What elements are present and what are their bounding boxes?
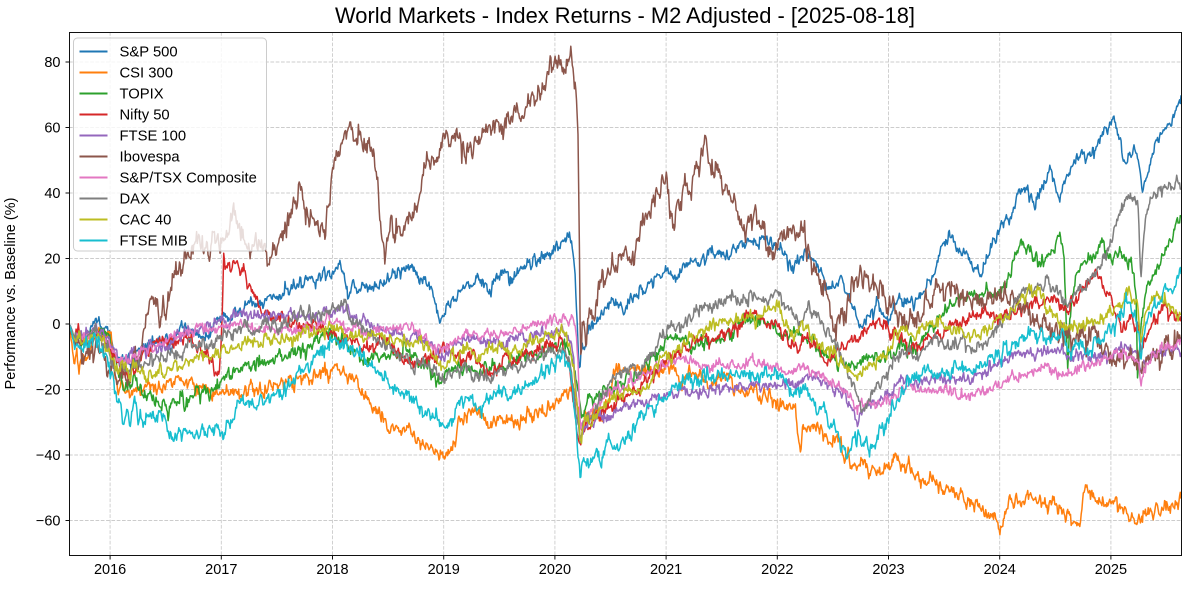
svg-text:−20: −20	[36, 383, 61, 399]
svg-text:2025: 2025	[1095, 562, 1127, 578]
svg-text:S&P 500: S&P 500	[120, 45, 178, 61]
svg-text:−60: −60	[36, 514, 61, 530]
svg-text:2021: 2021	[650, 562, 682, 578]
svg-text:DAX: DAX	[120, 192, 151, 208]
svg-text:CAC 40: CAC 40	[120, 213, 172, 229]
svg-text:CSI 300: CSI 300	[120, 66, 173, 82]
svg-text:Performance vs. Baseline (%): Performance vs. Baseline (%)	[3, 198, 19, 390]
svg-text:2024: 2024	[984, 562, 1016, 578]
svg-text:−40: −40	[36, 448, 61, 464]
svg-text:2017: 2017	[205, 562, 237, 578]
svg-text:FTSE MIB: FTSE MIB	[120, 234, 188, 250]
svg-text:40: 40	[44, 186, 60, 202]
svg-text:World Markets - Index Returns: World Markets - Index Returns - M2 Adjus…	[335, 3, 915, 28]
svg-text:TOPIX: TOPIX	[120, 87, 164, 103]
svg-text:2022: 2022	[761, 562, 793, 578]
svg-text:20: 20	[44, 252, 60, 268]
svg-text:0: 0	[52, 317, 60, 333]
svg-text:2016: 2016	[94, 562, 126, 578]
svg-text:2023: 2023	[872, 562, 904, 578]
svg-text:2019: 2019	[428, 562, 460, 578]
svg-text:2018: 2018	[316, 562, 348, 578]
svg-text:60: 60	[44, 121, 60, 137]
svg-text:80: 80	[44, 55, 60, 71]
svg-text:2020: 2020	[539, 562, 571, 578]
svg-text:S&P/TSX Composite: S&P/TSX Composite	[120, 171, 257, 187]
svg-text:Nifty 50: Nifty 50	[120, 108, 170, 124]
svg-text:Ibovespa: Ibovespa	[120, 150, 181, 166]
svg-text:FTSE 100: FTSE 100	[120, 129, 187, 145]
